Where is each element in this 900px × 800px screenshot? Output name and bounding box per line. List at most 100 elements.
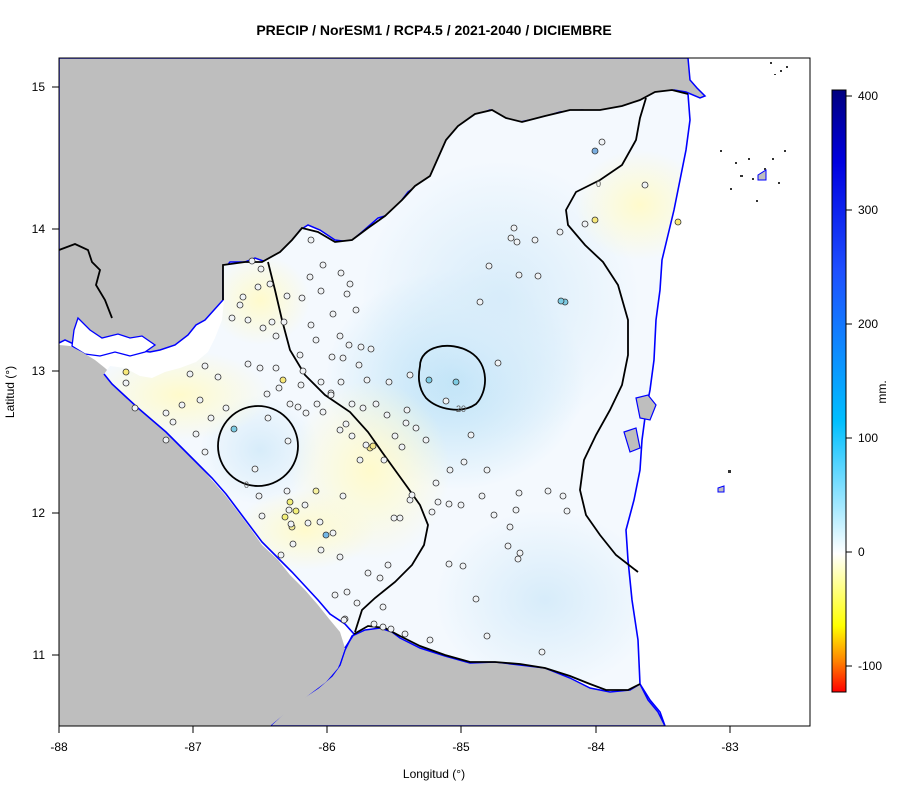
station-marker (329, 310, 337, 318)
station-marker (507, 234, 515, 242)
station-marker (359, 404, 367, 412)
legend-tick-label: 400 (858, 89, 878, 103)
station-marker (272, 364, 280, 372)
contour-label: 20 (456, 404, 466, 414)
station-marker (244, 360, 252, 368)
station-marker (317, 378, 325, 386)
station-marker (348, 432, 356, 440)
station-marker (331, 591, 339, 599)
station-marker (236, 301, 244, 309)
station-marker (251, 465, 259, 473)
station-marker (277, 551, 285, 559)
station-marker (345, 341, 353, 349)
station-marker (343, 588, 351, 596)
station-marker (178, 401, 186, 409)
station-marker (289, 540, 297, 548)
station-marker (376, 574, 384, 582)
station-marker (372, 400, 380, 408)
station-marker (342, 420, 350, 428)
station-marker (313, 400, 321, 408)
x-tick-label: -88 (50, 740, 68, 754)
station-marker (162, 409, 170, 417)
station-marker (396, 514, 404, 522)
station-marker (445, 500, 453, 508)
station-marker (301, 501, 309, 509)
station-marker (445, 560, 453, 568)
station-marker (452, 378, 460, 386)
y-tick-labels: 11 12 13 14 15 (32, 80, 46, 662)
station-marker (257, 265, 265, 273)
x-tick-label: -87 (184, 740, 202, 754)
color-legend: 400 300 200 100 0 -100 mm. (831, 89, 889, 693)
station-marker (263, 390, 271, 398)
station-marker (483, 466, 491, 474)
legend-unit: mm. (875, 380, 889, 403)
station-marker (230, 425, 238, 433)
station-marker (370, 620, 378, 628)
station-marker (510, 224, 518, 232)
station-marker (356, 456, 364, 464)
station-marker (434, 498, 442, 506)
station-marker (460, 458, 468, 466)
station-marker (379, 603, 387, 611)
caribbean-lagoon (635, 394, 657, 421)
x-tick-label: -83 (721, 740, 739, 754)
y-tick-label: 11 (33, 648, 46, 662)
station-marker (222, 404, 230, 412)
station-marker (283, 292, 291, 300)
station-marker (367, 345, 375, 353)
station-marker (201, 362, 209, 370)
station-marker (258, 512, 266, 520)
legend-tick-label: -100 (858, 659, 882, 673)
station-marker (244, 316, 252, 324)
station-marker (538, 648, 546, 656)
legend-tick-label: 100 (858, 431, 878, 445)
station-marker (563, 507, 571, 515)
station-marker (281, 513, 289, 521)
station-marker (348, 400, 356, 408)
station-marker (387, 625, 395, 633)
station-marker (352, 306, 360, 314)
station-marker (122, 368, 130, 376)
station-marker (186, 370, 194, 378)
station-marker (641, 181, 649, 189)
station-marker (472, 595, 480, 603)
station-marker (264, 414, 272, 422)
station-marker (336, 426, 344, 434)
station-marker (369, 442, 377, 450)
caribbean-lagoon-2 (623, 427, 641, 453)
station-marker (336, 553, 344, 561)
station-marker (239, 293, 247, 301)
station-marker (406, 371, 414, 379)
station-marker (162, 436, 170, 444)
station-marker (122, 379, 130, 387)
station-marker (467, 431, 475, 439)
station-marker (514, 555, 522, 563)
contour-label: 0 (596, 179, 601, 189)
station-marker (304, 519, 312, 527)
station-marker (307, 236, 315, 244)
station-marker (483, 632, 491, 640)
station-marker (363, 376, 371, 384)
station-marker (337, 378, 345, 386)
station-marker (302, 409, 310, 417)
y-tick-label: 14 (32, 222, 46, 236)
border-north (222, 89, 689, 300)
station-marker (391, 432, 399, 440)
land-east-lower (59, 345, 345, 726)
station-marker (403, 406, 411, 414)
gulf-of-fonseca (71, 316, 157, 357)
station-marker (531, 236, 539, 244)
station-marker (286, 400, 294, 408)
station-marker (425, 376, 433, 384)
legend-tick-label: 300 (858, 203, 878, 217)
station-marker (390, 514, 398, 522)
station-marker (398, 443, 406, 451)
station-marker (312, 487, 320, 495)
station-marker (196, 396, 204, 404)
station-marker (544, 487, 552, 495)
island-blue-2 (717, 485, 725, 493)
station-marker (283, 487, 291, 495)
station-marker (280, 318, 288, 326)
station-marker (591, 147, 599, 155)
